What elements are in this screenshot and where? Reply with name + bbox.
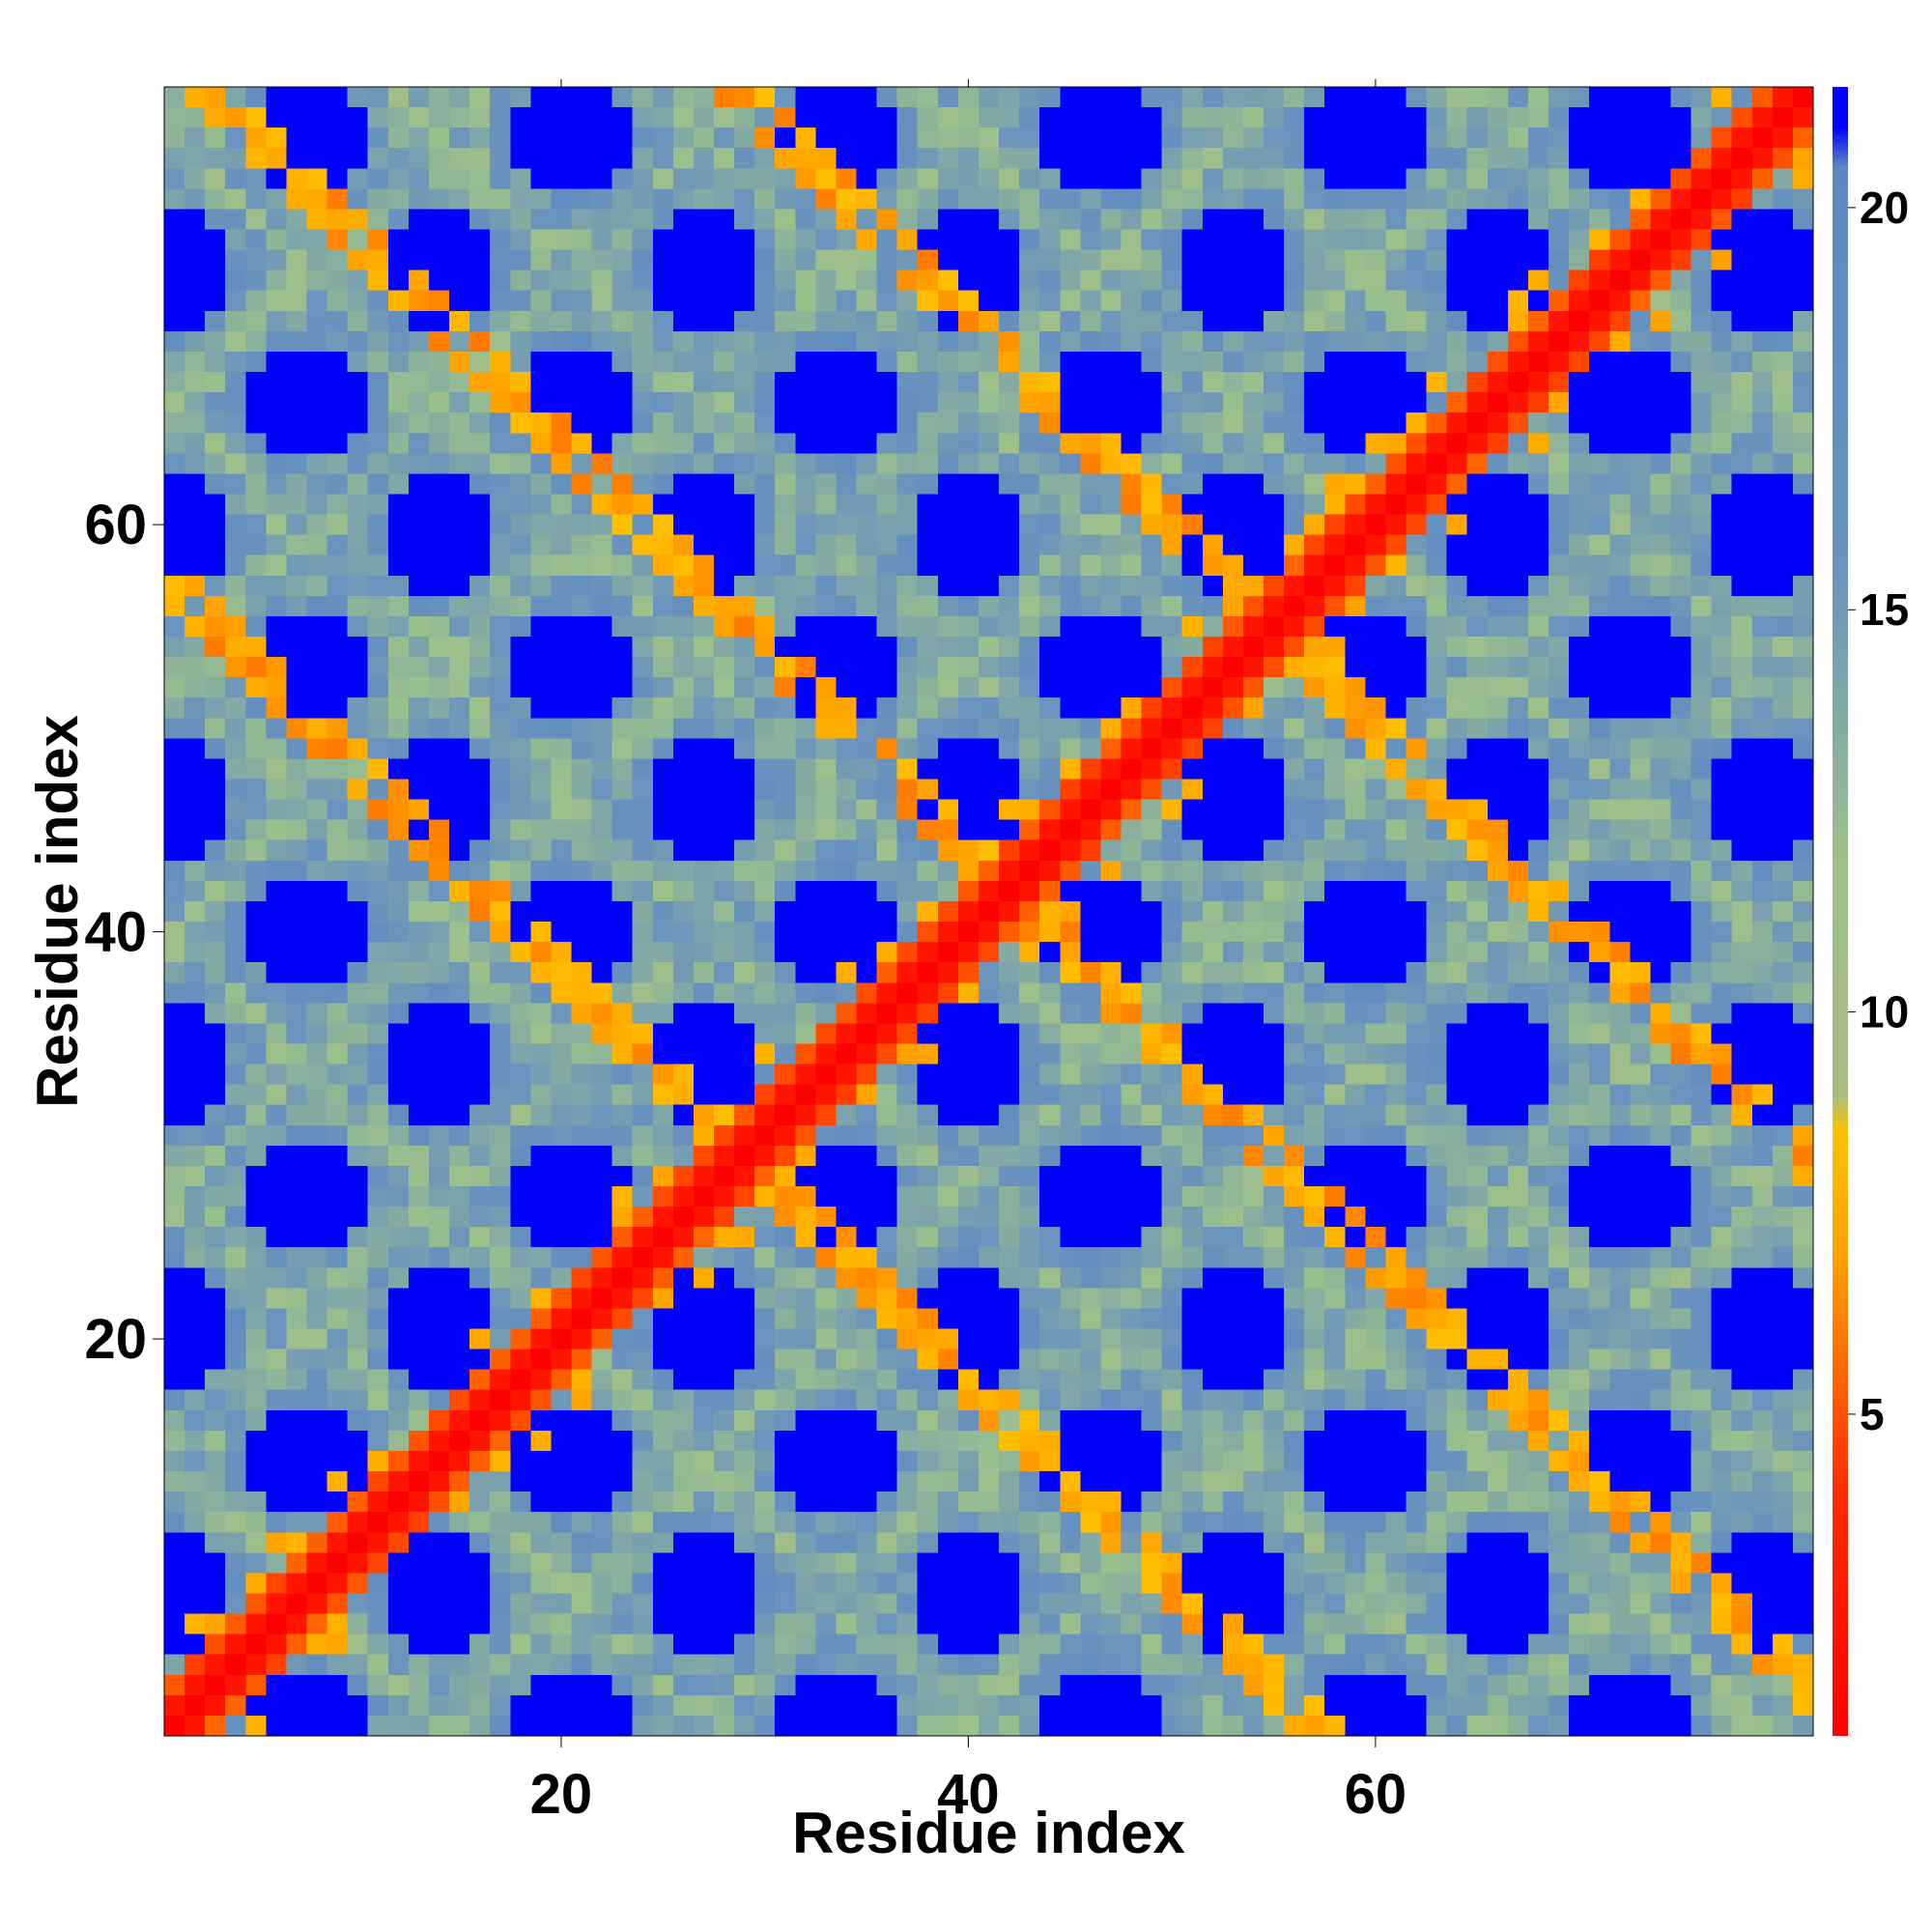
colorbar bbox=[1833, 87, 1848, 1736]
colorbar-tick-label: 5 bbox=[1860, 1389, 1885, 1439]
y-tick-label: 40 bbox=[84, 901, 147, 964]
x-tick-label: 40 bbox=[937, 1763, 1000, 1826]
colorbar-tick-label: 10 bbox=[1860, 987, 1909, 1037]
colorbar-tick-label: 15 bbox=[1860, 584, 1909, 635]
y-tick-label: 60 bbox=[84, 494, 147, 556]
colorbar-tick-label: 20 bbox=[1860, 183, 1909, 233]
x-tick-label: 60 bbox=[1345, 1763, 1407, 1826]
heatmap-grid bbox=[164, 87, 1813, 1736]
plot-frame bbox=[163, 86, 1814, 1737]
x-axis-title: Residue index bbox=[792, 1801, 1185, 1865]
y-tick-label: 20 bbox=[84, 1308, 147, 1371]
y-axis-title: Residue index bbox=[25, 715, 90, 1108]
x-tick-label: 20 bbox=[530, 1763, 593, 1826]
